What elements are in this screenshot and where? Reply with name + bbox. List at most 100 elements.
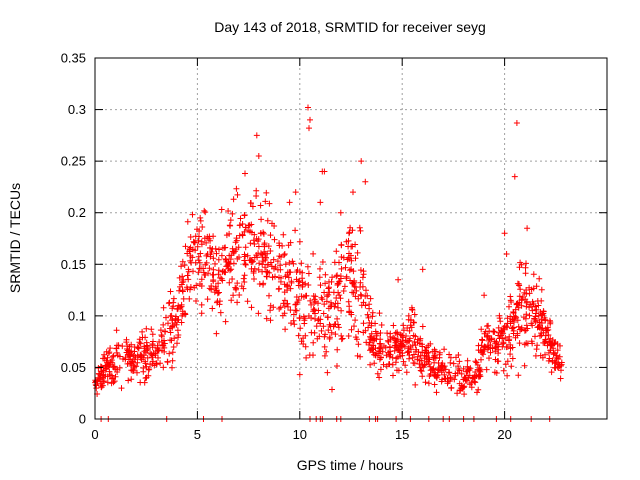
data-point <box>317 282 324 289</box>
data-point <box>174 340 180 347</box>
data-point <box>255 153 262 159</box>
data-point <box>257 230 264 237</box>
data-point <box>203 239 210 246</box>
data-point <box>410 360 417 366</box>
data-point <box>464 357 471 364</box>
data-point <box>348 243 355 250</box>
data-point <box>355 328 362 335</box>
data-point <box>406 327 413 334</box>
data-point <box>178 263 185 270</box>
data-point <box>127 360 134 367</box>
data-point <box>466 372 473 379</box>
data-point <box>301 320 308 327</box>
data-point <box>160 364 167 371</box>
data-point <box>295 332 302 339</box>
data-point <box>547 347 554 354</box>
data-point <box>251 265 258 272</box>
data-point <box>425 342 432 349</box>
data-point <box>337 295 344 302</box>
data-point <box>319 296 326 303</box>
data-point <box>472 358 479 365</box>
data-point <box>393 337 400 344</box>
data-point <box>217 309 224 316</box>
data-point <box>227 217 234 224</box>
data-point <box>548 342 555 348</box>
data-point <box>128 351 135 358</box>
data-point <box>530 271 537 278</box>
data-point <box>478 326 485 333</box>
data-point <box>302 332 309 339</box>
data-point <box>296 238 303 245</box>
x-tick-label: 15 <box>395 427 409 442</box>
data-point <box>239 221 246 227</box>
data-point <box>326 284 332 291</box>
data-point <box>197 250 204 257</box>
data-point <box>377 366 384 373</box>
x-tick-label: 5 <box>194 427 201 442</box>
y-tick-label: 0.3 <box>68 102 86 117</box>
data-point <box>339 335 346 342</box>
data-point <box>486 355 492 362</box>
data-point <box>242 261 249 268</box>
data-point <box>150 358 156 365</box>
data-point <box>444 380 451 387</box>
data-point <box>255 310 262 317</box>
data-point <box>162 328 169 335</box>
data-point <box>242 170 248 177</box>
data-point <box>179 273 186 280</box>
data-point <box>244 252 251 259</box>
data-point <box>539 354 546 361</box>
data-point <box>551 350 558 357</box>
data-point <box>267 232 274 239</box>
data-point <box>479 336 485 343</box>
data-point <box>187 244 194 251</box>
data-point <box>136 339 143 346</box>
data-point <box>267 302 274 309</box>
data-point <box>158 333 165 340</box>
data-point <box>295 278 302 285</box>
data-point <box>270 256 277 263</box>
data-point <box>296 371 303 378</box>
data-point <box>461 391 468 398</box>
data-point <box>144 346 151 353</box>
data-point <box>142 349 149 356</box>
data-point <box>322 271 329 278</box>
data-point <box>244 298 251 305</box>
data-point <box>241 257 248 264</box>
data-point <box>350 289 357 296</box>
data-point <box>512 306 519 313</box>
data-point <box>267 317 274 324</box>
data-point <box>455 366 462 372</box>
data-point <box>337 209 344 216</box>
data-point <box>233 237 240 244</box>
data-point <box>104 354 111 361</box>
data-point <box>236 232 243 239</box>
data-point <box>486 336 493 343</box>
data-point <box>229 210 236 217</box>
x-tick-label: 0 <box>91 427 98 442</box>
data-point <box>541 314 548 321</box>
data-point <box>518 326 525 333</box>
data-point <box>164 358 171 365</box>
data-point <box>368 330 375 337</box>
data-point <box>101 355 108 362</box>
data-point <box>422 347 428 354</box>
data-point <box>179 288 186 295</box>
data-point <box>335 278 342 285</box>
data-point <box>376 374 383 381</box>
data-point <box>174 306 181 313</box>
data-point <box>372 352 379 359</box>
y-tick-label: 0 <box>79 412 86 427</box>
data-point <box>139 328 146 335</box>
data-point <box>524 298 530 305</box>
data-point <box>411 319 417 326</box>
data-point <box>281 289 288 296</box>
data-point <box>306 352 313 359</box>
data-point <box>177 283 183 290</box>
data-point <box>508 363 515 370</box>
data-point <box>104 379 111 386</box>
data-point <box>114 342 120 349</box>
data-point <box>203 259 210 266</box>
data-point <box>334 346 341 353</box>
data-point <box>219 245 226 252</box>
